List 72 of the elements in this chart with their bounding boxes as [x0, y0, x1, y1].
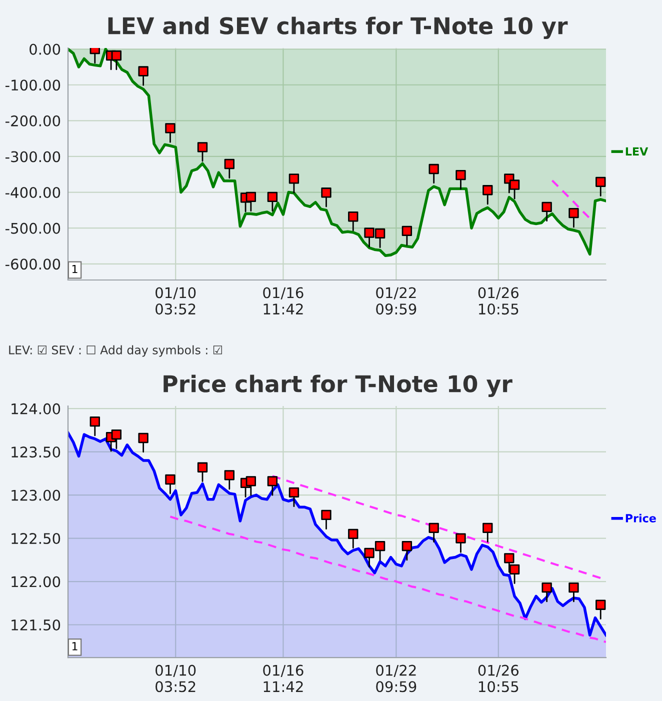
line-series — [169, 516, 606, 644]
point — [596, 176, 606, 187]
point — [165, 474, 176, 485]
point — [348, 212, 358, 222]
point — [509, 564, 520, 574]
point — [542, 202, 552, 212]
point — [374, 228, 386, 239]
point — [428, 522, 439, 533]
point — [542, 582, 552, 593]
point — [348, 528, 358, 540]
point — [224, 470, 234, 480]
y-tick-label: -300.00 — [5, 151, 60, 162]
point — [197, 462, 208, 472]
point — [402, 540, 412, 552]
point — [267, 476, 278, 486]
point — [568, 582, 579, 593]
y-tick-label: 122.50 — [12, 533, 60, 544]
y-tick-label: -500.00 — [5, 222, 60, 234]
point — [111, 429, 122, 440]
x-tick-label: 01/10 03:52 — [156, 287, 196, 315]
text: LEV: ☑ SEV : ☐ Add day symbols : ☑ — [9, 345, 222, 357]
annotation: 1 — [72, 642, 78, 650]
y-tick-label: 122.00 — [12, 576, 60, 588]
point — [374, 540, 386, 552]
point — [504, 553, 514, 564]
point — [456, 533, 466, 544]
annotation: 1 — [72, 264, 78, 274]
chart-title: Price chart for T-Note 10 yr — [164, 374, 512, 398]
point — [90, 416, 100, 427]
x-tick-label: 01/16 11:42 — [263, 287, 304, 314]
point — [288, 174, 300, 184]
y-tick-label: -400.00 — [5, 187, 60, 198]
y-tick-label: 123.50 — [12, 446, 60, 458]
point — [197, 142, 208, 152]
x-tick-label: 01/26 10:55 — [478, 287, 518, 315]
y-tick-label: -100.00 — [5, 80, 60, 91]
point — [246, 476, 256, 486]
y-tick-label: 123.00 — [12, 490, 60, 501]
y-tick-label: 121.50 — [12, 619, 60, 630]
point — [364, 548, 374, 558]
point — [246, 192, 256, 202]
x-tick-label: 01/26 10:55 — [478, 664, 518, 692]
chart-title: LEV and SEV charts for T-Note 10 yr — [108, 16, 568, 40]
point — [596, 600, 606, 610]
point — [428, 164, 439, 174]
point — [288, 487, 300, 498]
point — [456, 170, 466, 180]
x-tick-label: 01/22 09:59 — [376, 287, 416, 315]
legend-label: LEV — [626, 147, 648, 156]
point — [321, 188, 332, 198]
point — [482, 185, 493, 196]
point — [364, 228, 374, 238]
y-tick-label: -200.00 — [5, 115, 60, 126]
point — [321, 510, 332, 520]
line-series — [551, 179, 591, 220]
point — [138, 432, 148, 444]
point — [267, 192, 278, 202]
point — [482, 522, 493, 533]
point — [165, 123, 176, 134]
x-tick-label: 01/10 03:52 — [156, 664, 196, 692]
point — [111, 50, 122, 61]
point — [138, 66, 148, 76]
point — [402, 226, 412, 236]
point — [224, 158, 234, 170]
x-tick-label: 01/16 11:42 — [263, 664, 304, 692]
point — [568, 208, 579, 218]
point — [509, 180, 520, 190]
y-tick-label: 0.00 — [30, 44, 60, 55]
y-tick-label: 124.00 — [12, 403, 60, 414]
y-tick-label: -600.00 — [5, 258, 60, 270]
legend-label: Price — [626, 514, 656, 522]
x-tick-label: 01/22 09:59 — [376, 664, 416, 692]
